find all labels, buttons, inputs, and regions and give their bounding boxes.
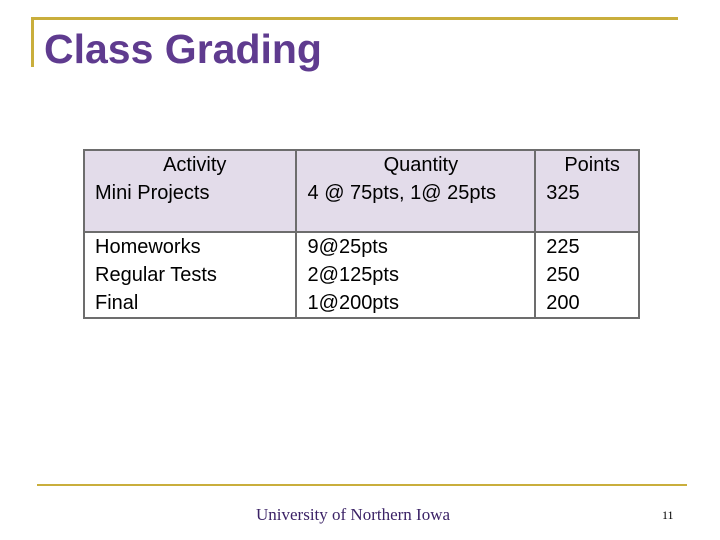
quantity-cell: Quantity 4 @ 75pts, 1@ 25pts [294, 149, 537, 233]
column-header-quantity: Quantity [383, 154, 459, 176]
points-regular-tests: 250 [546, 264, 580, 286]
points-cell: Points 325 [534, 149, 640, 233]
points-mini-projects: 325 [546, 182, 580, 204]
left-decorative-rule [31, 17, 34, 67]
quantity-cell: 9@25pts 2@125pts 1@200pts [294, 231, 537, 319]
grading-table: Activity Mini Projects Quantity 4 @ 75pt… [83, 149, 640, 319]
top-decorative-rule [31, 17, 678, 20]
points-cell: 225 250 200 [534, 231, 640, 319]
slide-title: Class Grading [44, 26, 322, 72]
activity-cell: Activity Mini Projects [83, 149, 297, 233]
activity-cell: Homeworks Regular Tests Final [83, 231, 297, 319]
activity-final: Final [95, 292, 139, 314]
table-row: Homeworks Regular Tests Final 9@25pts 2@… [83, 231, 640, 319]
quantity-homeworks: 9@25pts [307, 236, 388, 258]
quantity-regular-tests: 2@125pts [307, 264, 399, 286]
quantity-final: 1@200pts [307, 292, 399, 314]
points-homeworks: 225 [546, 236, 580, 258]
column-header-points: Points [564, 154, 620, 176]
activity-mini-projects: Mini Projects [95, 182, 210, 204]
footer-institution: University of Northern Iowa [256, 505, 451, 524]
page-number: 11 [662, 508, 674, 522]
column-header-activity: Activity [163, 154, 227, 176]
activity-homeworks: Homeworks [95, 236, 201, 258]
points-final: 200 [546, 292, 580, 314]
bottom-decorative-rule [37, 484, 687, 486]
activity-regular-tests: Regular Tests [95, 264, 217, 286]
quantity-mini-projects: 4 @ 75pts, 1@ 25pts [307, 182, 497, 204]
table-row: Activity Mini Projects Quantity 4 @ 75pt… [83, 149, 640, 233]
